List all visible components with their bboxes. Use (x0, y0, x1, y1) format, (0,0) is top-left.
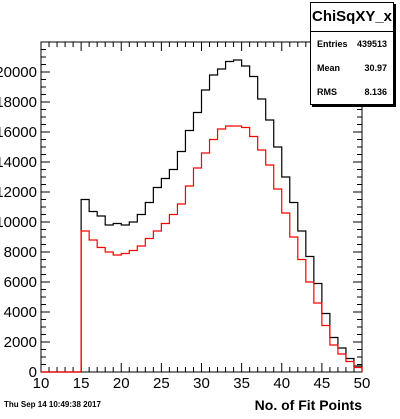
stats-value: 30.97 (364, 63, 387, 73)
y-tick-label: 6000 (4, 274, 37, 291)
stats-value: 8.136 (364, 87, 387, 97)
x-tick-label: 35 (233, 375, 250, 392)
stats-row-entries: Entries 439513 (311, 32, 393, 56)
stats-label: Entries (317, 39, 348, 49)
y-tick-label: 8000 (4, 244, 37, 261)
stats-label: Mean (317, 63, 341, 73)
stats-row-mean: Mean 30.97 (311, 56, 393, 80)
footer-date: Thu Sep 14 10:49:38 2017 (4, 400, 101, 409)
x-axis-label: No. of Fit Points (255, 397, 363, 413)
stats-title: ChiSqXY_x (311, 3, 393, 32)
x-tick-label: 20 (113, 375, 130, 392)
x-tick-label: 50 (354, 375, 371, 392)
x-tick-label: 45 (314, 375, 331, 392)
y-tick-label: 12000 (0, 184, 37, 201)
stats-label: RMS (317, 87, 337, 97)
y-tick-label: 14000 (0, 154, 37, 171)
stats-value: 439513 (356, 39, 387, 49)
x-tick-label: 30 (193, 375, 210, 392)
y-tick-label: 4000 (4, 304, 37, 321)
y-tick-label: 2000 (4, 334, 37, 351)
series-1-line (41, 125, 363, 373)
y-tick-label: 20000 (0, 64, 37, 81)
x-tick-label: 10 (33, 375, 50, 392)
x-tick-label: 15 (73, 375, 90, 392)
x-tick-label: 40 (273, 375, 290, 392)
y-tick-label: 0 (29, 364, 37, 381)
y-tick-label: 16000 (0, 124, 37, 141)
series-0-line (41, 59, 363, 373)
stats-box: ChiSqXY_x Entries 439513 Mean 30.97 RMS … (310, 2, 394, 105)
y-tick-label: 18000 (0, 94, 37, 111)
y-tick-label: 10000 (0, 214, 37, 231)
stats-row-rms: RMS 8.136 (311, 80, 393, 104)
x-tick-label: 25 (153, 375, 170, 392)
